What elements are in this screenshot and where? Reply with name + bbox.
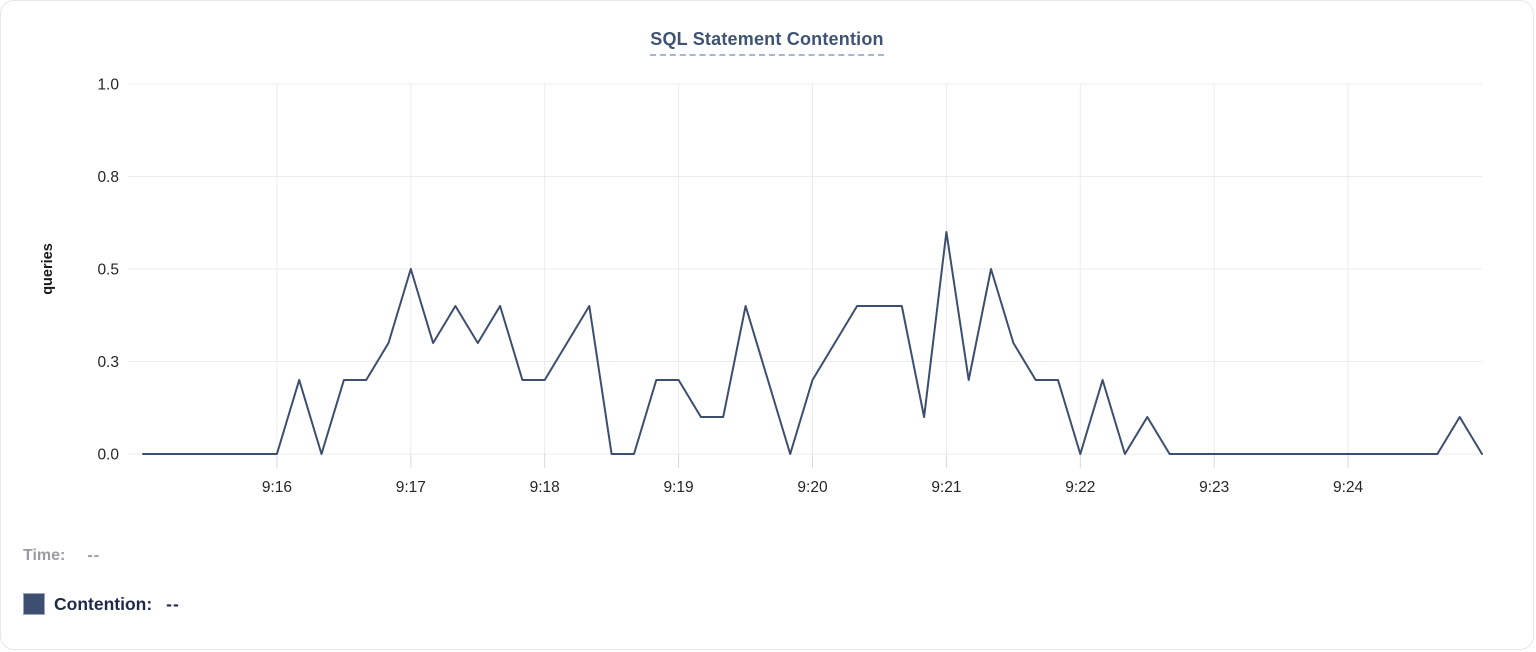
chart-header: SQL Statement Contention bbox=[1, 29, 1533, 56]
legend-time-row: Time: -- bbox=[23, 546, 180, 566]
x-tick-label: 9:20 bbox=[797, 479, 828, 496]
y-tick-label: 1.0 bbox=[97, 77, 119, 94]
y-tick-label: 0.5 bbox=[97, 262, 119, 279]
contention-series-line[interactable] bbox=[142, 231, 1483, 455]
y-tick-label: 0.8 bbox=[97, 169, 119, 186]
legend-contention-value: -- bbox=[166, 593, 180, 614]
x-tick-label: 9:21 bbox=[931, 479, 961, 496]
legend-time-value: -- bbox=[87, 547, 101, 564]
x-tick-label: 9:16 bbox=[262, 479, 292, 496]
x-tick-label: 9:23 bbox=[1199, 479, 1229, 496]
contention-series-swatch bbox=[23, 593, 45, 615]
contention-line-chart[interactable]: 0.0 0.3 0.5 0.8 1.0 9:16 9:17 9:18 9:19 9:20 9:21 9… bbox=[1, 1, 1534, 541]
y-axis-title: queries bbox=[40, 243, 56, 295]
x-tick-label: 9:24 bbox=[1333, 479, 1364, 496]
y-tick-label: 0.0 bbox=[97, 447, 119, 464]
chart-legend: Time: -- Contention: -- bbox=[23, 546, 180, 616]
x-tick-label: 9:22 bbox=[1065, 479, 1095, 496]
x-tick-label: 9:18 bbox=[530, 479, 560, 496]
legend-contention-label: Contention: bbox=[54, 593, 153, 614]
legend-contention-row: Contention: -- bbox=[23, 592, 180, 616]
x-tick-label: 9:19 bbox=[664, 479, 694, 496]
y-tick-label: 0.3 bbox=[97, 354, 119, 371]
chart-title[interactable]: SQL Statement Contention bbox=[650, 29, 884, 56]
x-tick-label: 9:17 bbox=[396, 479, 426, 496]
legend-time-label: Time: bbox=[23, 547, 66, 564]
